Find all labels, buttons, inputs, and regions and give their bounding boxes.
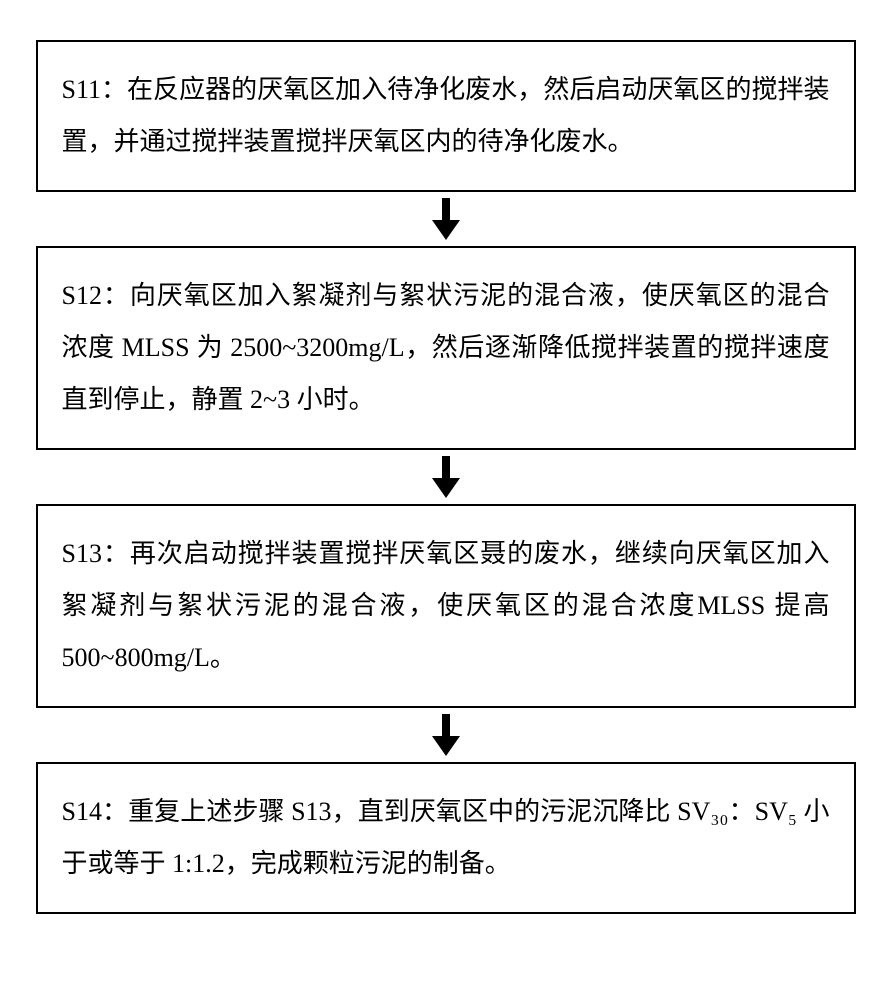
arrow-container	[432, 714, 460, 756]
step-text: S14：重复上述步骤 S13，直到厌氧区中的污泥沉降比 SV₃₀：SV₅ 小于或…	[62, 797, 830, 878]
step-box-s12: S12：向厌氧区加入絮凝剂与絮状污泥的混合液，使厌氧区的混合浓度 MLSS 为 …	[36, 246, 856, 450]
step-text: S12：向厌氧区加入絮凝剂与絮状污泥的混合液，使厌氧区的混合浓度 MLSS 为 …	[62, 281, 830, 414]
arrow-down-icon	[432, 714, 460, 756]
arrow-down-icon	[432, 198, 460, 240]
flowchart-container: S11：在反应器的厌氧区加入待净化废水，然后启动厌氧区的搅拌装置，并通过搅拌装置…	[35, 40, 856, 914]
step-box-s14: S14：重复上述步骤 S13，直到厌氧区中的污泥沉降比 SV₃₀：SV₅ 小于或…	[36, 762, 856, 914]
arrow-down-icon	[432, 456, 460, 498]
arrow-container	[432, 198, 460, 240]
arrow-container	[432, 456, 460, 498]
step-box-s13: S13：再次启动搅拌装置搅拌厌氧区聂的废水，继续向厌氧区加入絮凝剂与絮状污泥的混…	[36, 504, 856, 708]
step-box-s11: S11：在反应器的厌氧区加入待净化废水，然后启动厌氧区的搅拌装置，并通过搅拌装置…	[36, 40, 856, 192]
step-text: S11：在反应器的厌氧区加入待净化废水，然后启动厌氧区的搅拌装置，并通过搅拌装置…	[62, 75, 830, 156]
step-text: S13：再次启动搅拌装置搅拌厌氧区聂的废水，继续向厌氧区加入絮凝剂与絮状污泥的混…	[62, 539, 830, 672]
